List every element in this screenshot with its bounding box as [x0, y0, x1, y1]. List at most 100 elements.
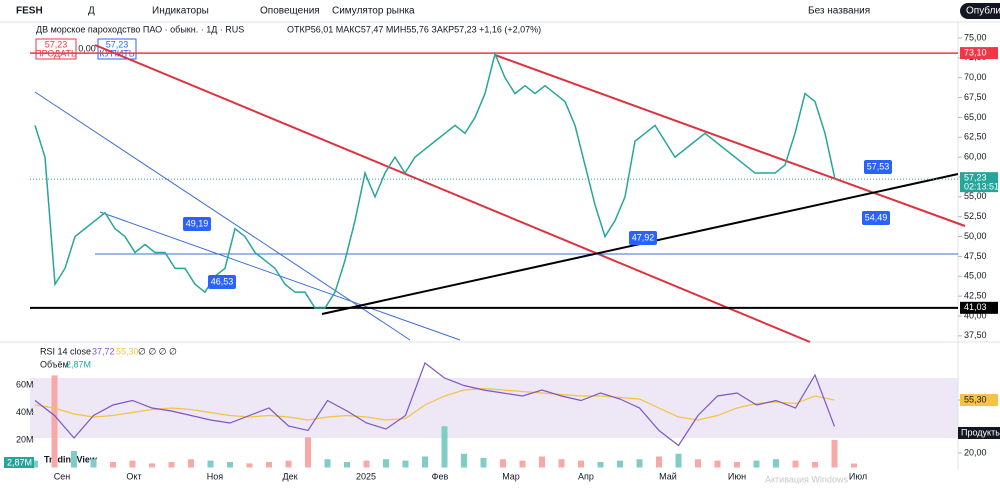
last-price-label: 57,23: [964, 173, 987, 183]
volume-bar: [539, 456, 545, 468]
simulator-button[interactable]: Симулятор рынка: [332, 6, 415, 17]
volume-bar: [305, 437, 311, 468]
volume-bar: [461, 453, 467, 468]
volume-bar: [597, 462, 604, 468]
volume-bar: [773, 459, 779, 468]
drawings: [34, 44, 966, 343]
volume-bar: [32, 460, 38, 468]
alerts-button[interactable]: Оповещения: [260, 6, 320, 17]
price-tick-label: 55,00: [964, 191, 987, 201]
price-annotation: 46,53: [211, 276, 234, 286]
volume-bar: [792, 460, 799, 468]
volume-tick-label: 60M: [16, 379, 34, 389]
sell-price[interactable]: 57,23: [45, 39, 68, 49]
price-annotation-box: [208, 275, 236, 289]
price-tick-label: 75,00: [964, 32, 987, 42]
indicators-button[interactable]: Индикаторы: [152, 6, 209, 17]
volume-bar: [246, 463, 253, 468]
volume-value: 2,87M: [66, 359, 91, 369]
volume-bar: [695, 459, 701, 468]
volume-bar: [519, 460, 526, 468]
volume-bar: [71, 451, 77, 468]
volume-bar: [129, 460, 136, 468]
volume-title: Объём: [40, 359, 69, 369]
time-tick-label: 2025: [356, 471, 376, 481]
rsi-ma-tag: [960, 394, 998, 407]
instrument: ДВ морское пароходство ПАО · обыкн. · 1Д…: [36, 24, 244, 34]
price-annotation-box: [183, 217, 211, 231]
trend-blue: [34, 91, 411, 341]
volume-bar: [500, 459, 506, 468]
volume-bar: [480, 457, 487, 468]
interval[interactable]: Д: [88, 6, 95, 17]
volume-bar: [188, 459, 194, 468]
brand: TradingView: [44, 454, 98, 464]
watermark: Активация Windows: [765, 474, 848, 484]
price-tick-label: 65,00: [964, 112, 987, 122]
price-tick-label: 52,50: [964, 211, 987, 221]
spread: 0,00: [78, 43, 96, 53]
level-black-label: 41,03: [964, 302, 987, 312]
publish-button-bg[interactable]: [960, 3, 1000, 19]
volume-bar: [578, 460, 584, 468]
product-tag-bg: [958, 427, 1000, 439]
volume-bar: [51, 375, 58, 468]
volume-bar: [363, 460, 370, 468]
volume-bar: [812, 462, 818, 468]
price-annotation: 47,92: [632, 232, 655, 242]
time-tick-label: Июн: [728, 471, 746, 481]
product-tag[interactable]: Продукты: [961, 427, 1000, 437]
price-tick-label: 42,50: [964, 291, 987, 301]
volume-bar: [168, 462, 175, 468]
level-black-tag: [960, 301, 998, 314]
time-tick-label: Май: [659, 471, 677, 481]
rsi-empty: ∅ ∅ ∅ ∅: [138, 346, 177, 356]
time-tick-label: Сен: [54, 471, 71, 481]
volume-bar: [558, 459, 565, 468]
price-tick-label: 45,00: [964, 271, 987, 281]
price-annotation: 54,49: [865, 212, 888, 222]
rsi-tick-label: 20,00: [964, 447, 987, 457]
volume-bar: [324, 459, 331, 468]
level-red-tag: [960, 47, 998, 60]
trend-red: [494, 54, 966, 227]
volume-bar: [227, 462, 233, 468]
volume-bar: [402, 460, 409, 468]
volume-tick-label: 20M: [16, 434, 34, 444]
price-tick-label: 70,00: [964, 72, 987, 82]
volume-last-tag: [4, 457, 34, 468]
price-tick-label: 50,00: [964, 231, 987, 241]
ohlc: ОТКР56,01 МАКС57,47 МИН55,76 ЗАКР57,23 +…: [287, 24, 541, 34]
volume-bar: [617, 460, 623, 468]
volume-bar: [422, 456, 428, 468]
time-tick-label: Мар: [502, 471, 520, 481]
volume-last-label: 2,87M: [7, 457, 32, 467]
rsi-line: [34, 362, 836, 447]
trend-red: [94, 44, 811, 343]
last-price-timer: 02:13:51: [964, 182, 999, 192]
volume-bar: [734, 462, 740, 468]
volume-bar: [383, 459, 389, 468]
volume-bar: [344, 462, 350, 468]
time-tick-label: Ноя: [207, 471, 224, 481]
price-annotation: 57,53: [867, 161, 890, 171]
publish-button[interactable]: Опубликовать: [966, 5, 1000, 17]
buy-box[interactable]: [97, 38, 137, 60]
rsi-value: 37,72: [92, 346, 115, 356]
price-annotation-box: [862, 211, 890, 225]
price-tick-label: 62,50: [964, 132, 987, 142]
sell-box[interactable]: [35, 38, 77, 60]
time-tick-label: Июл: [849, 471, 867, 481]
price-tick-label: 47,50: [964, 251, 987, 261]
price-annotation: 49,19: [186, 218, 209, 228]
price-line: [34, 51, 836, 309]
buy-price[interactable]: 57,23: [106, 39, 129, 49]
volume-bar: [285, 460, 292, 468]
volume-bar: [675, 453, 682, 468]
symbol[interactable]: FESH: [16, 6, 43, 17]
price-tick-label: 37,50: [964, 330, 987, 340]
rsi-band: [30, 378, 958, 438]
volume-bar: [851, 463, 857, 468]
layout-name[interactable]: Без названия: [808, 6, 870, 17]
